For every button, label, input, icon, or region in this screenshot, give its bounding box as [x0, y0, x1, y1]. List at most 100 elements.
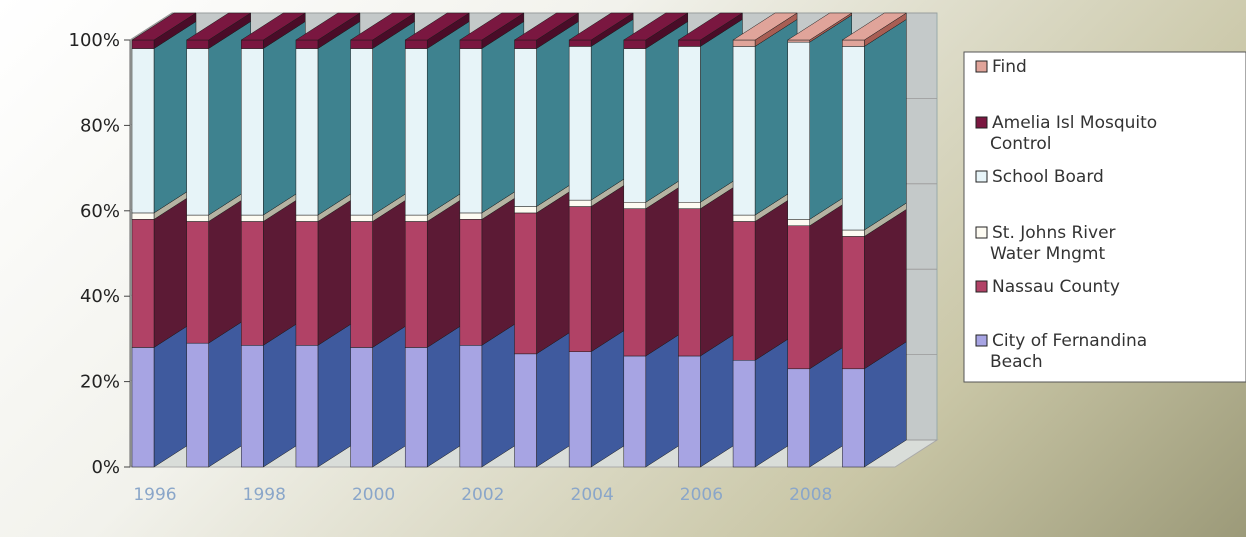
- bar-segment-st-johns-river-water-mngmt: [459, 212, 483, 220]
- legend-label-line: St. Johns River: [992, 223, 1116, 243]
- legend-item-city-of-fernandina-beach: City of Fernandina Beach: [975, 331, 1147, 372]
- bar-segment-city-of-fernandina-beach: [350, 347, 373, 468]
- bar-1999: [295, 12, 361, 468]
- bar-segment-city-of-fernandina-beach: [131, 347, 155, 468]
- bar-2002: [459, 12, 525, 468]
- bar-2000: [349, 12, 416, 468]
- y-tick-label: 40%: [80, 286, 120, 307]
- legend-item-school-board: School Board: [975, 167, 1104, 187]
- bar-segment-city-of-fernandina-beach: [787, 368, 810, 468]
- bar-segment-amelia-isl-mosquito-control: [295, 39, 319, 49]
- legend-label: School Board: [992, 167, 1104, 187]
- y-tick-label: 20%: [80, 372, 120, 393]
- bar-2003: [513, 12, 580, 468]
- x-axis: 1996 1998 2000 2002 2004 2006 2008: [133, 485, 832, 505]
- x-tick-label: 1996: [133, 485, 176, 505]
- legend-swatch: [975, 280, 988, 293]
- bar-segment-amelia-isl-mosquito-control: [186, 39, 209, 49]
- bar-segment-nassau-county: [732, 221, 756, 361]
- bar-segment-city-of-fernandina-beach: [678, 355, 701, 468]
- bar-segment-city-of-fernandina-beach: [186, 342, 209, 468]
- x-tick-label: 2008: [789, 485, 832, 505]
- bar-segment-nassau-county: [459, 219, 483, 346]
- bar-2007: [732, 12, 798, 468]
- bar-segment-school-board: [241, 48, 264, 216]
- legend-swatch: [975, 170, 988, 183]
- bar-2001: [404, 12, 471, 468]
- bar-segment-nassau-county: [787, 225, 810, 370]
- legend-label: St. Johns River Water Mngmt: [990, 223, 1116, 264]
- bar-2004: [568, 12, 634, 468]
- bar-segment-school-board: [678, 46, 701, 203]
- legend-label: Find: [992, 57, 1027, 77]
- bar-2005: [622, 12, 689, 468]
- bar-top-amelia-isl-mosquito-control: [240, 12, 307, 41]
- bar-segment-st-johns-river-water-mngmt: [623, 202, 647, 209]
- legend-label-line: Water Mngmt: [990, 244, 1105, 264]
- bar-segment-amelia-isl-mosquito-control: [350, 39, 373, 49]
- bar-1996: [131, 12, 197, 468]
- bar-top-amelia-isl-mosquito-control: [349, 12, 416, 41]
- bar-segment-st-johns-river-water-mngmt: [404, 214, 428, 222]
- bar-segment-find: [787, 39, 810, 43]
- bar-segment-st-johns-river-water-mngmt: [131, 212, 155, 220]
- bar-segment-school-board: [787, 41, 810, 220]
- bar-segment-find: [732, 39, 756, 47]
- legend-swatch: [975, 116, 988, 129]
- bar-segment-school-board: [623, 48, 647, 203]
- bar-top-amelia-isl-mosquito-control: [185, 12, 252, 41]
- bar-1998: [240, 12, 307, 468]
- bar-segment-school-board: [404, 48, 428, 216]
- bar-segment-nassau-county: [241, 221, 264, 346]
- legend-label: Amelia Isl Mosquito Control: [990, 113, 1157, 154]
- bar-segment-amelia-isl-mosquito-control: [241, 39, 264, 49]
- legend: Find Amelia Isl Mosquito Control School Boa…: [963, 51, 1246, 383]
- bar-segment-city-of-fernandina-beach: [842, 368, 865, 468]
- bar-segment-st-johns-river-water-mngmt: [732, 214, 756, 222]
- bar-segment-nassau-county: [186, 221, 209, 344]
- bar-segment-city-of-fernandina-beach: [404, 347, 428, 468]
- bar-segment-city-of-fernandina-beach: [623, 355, 647, 468]
- bar-segment-school-board: [514, 48, 537, 207]
- y-tick-label: 0%: [91, 457, 120, 478]
- bar-segment-nassau-county: [842, 236, 865, 370]
- y-tick-label: 100%: [69, 30, 120, 51]
- bar-segment-school-board: [295, 48, 319, 216]
- bar-side-nassau-county: [864, 208, 907, 370]
- bar-top-amelia-isl-mosquito-control: [459, 12, 525, 41]
- bar-segment-amelia-isl-mosquito-control: [678, 39, 701, 47]
- legend-item-st-johns-river-water-mngmt: St. Johns River Water Mngmt: [975, 223, 1116, 264]
- legend-label-line: City of Fernandina: [992, 331, 1147, 351]
- bar-top-find: [732, 12, 798, 41]
- bar-segment-amelia-isl-mosquito-control: [568, 39, 592, 47]
- bar-top-find: [841, 12, 908, 41]
- legend-item-nassau-county: Nassau County: [975, 277, 1120, 297]
- x-tick-label: 1998: [243, 485, 286, 505]
- bar-segment-amelia-isl-mosquito-control: [131, 39, 155, 49]
- bar-segment-city-of-fernandina-beach: [568, 351, 592, 468]
- x-tick-label: 2000: [352, 485, 395, 505]
- bar-segment-school-board: [459, 48, 483, 214]
- x-tick-label: 2002: [461, 485, 504, 505]
- bar-segment-city-of-fernandina-beach: [732, 360, 756, 468]
- bar-segment-nassau-county: [568, 206, 592, 352]
- bar-segment-st-johns-river-water-mngmt: [842, 229, 865, 237]
- legend-swatch: [975, 226, 988, 239]
- bar-segment-st-johns-river-water-mngmt: [568, 199, 592, 207]
- bar-segment-school-board: [732, 46, 756, 216]
- bar-segment-nassau-county: [623, 208, 647, 357]
- legend-label-line: School Board: [992, 167, 1104, 187]
- bar-segment-amelia-isl-mosquito-control: [623, 39, 647, 49]
- bar-segment-nassau-county: [404, 221, 428, 348]
- bar-segment-school-board: [186, 48, 209, 216]
- x-tick-label: 2004: [571, 485, 614, 505]
- bar-top-find: [786, 12, 853, 41]
- bar-segment-nassau-county: [131, 219, 155, 348]
- bar-segment-nassau-county: [350, 221, 373, 348]
- legend-label: City of Fernandina Beach: [990, 331, 1147, 372]
- y-tick-label: 80%: [80, 115, 120, 136]
- legend-label-line: Beach: [990, 352, 1043, 372]
- bar-segment-st-johns-river-water-mngmt: [514, 206, 537, 214]
- bar-segment-st-johns-river-water-mngmt: [678, 202, 701, 209]
